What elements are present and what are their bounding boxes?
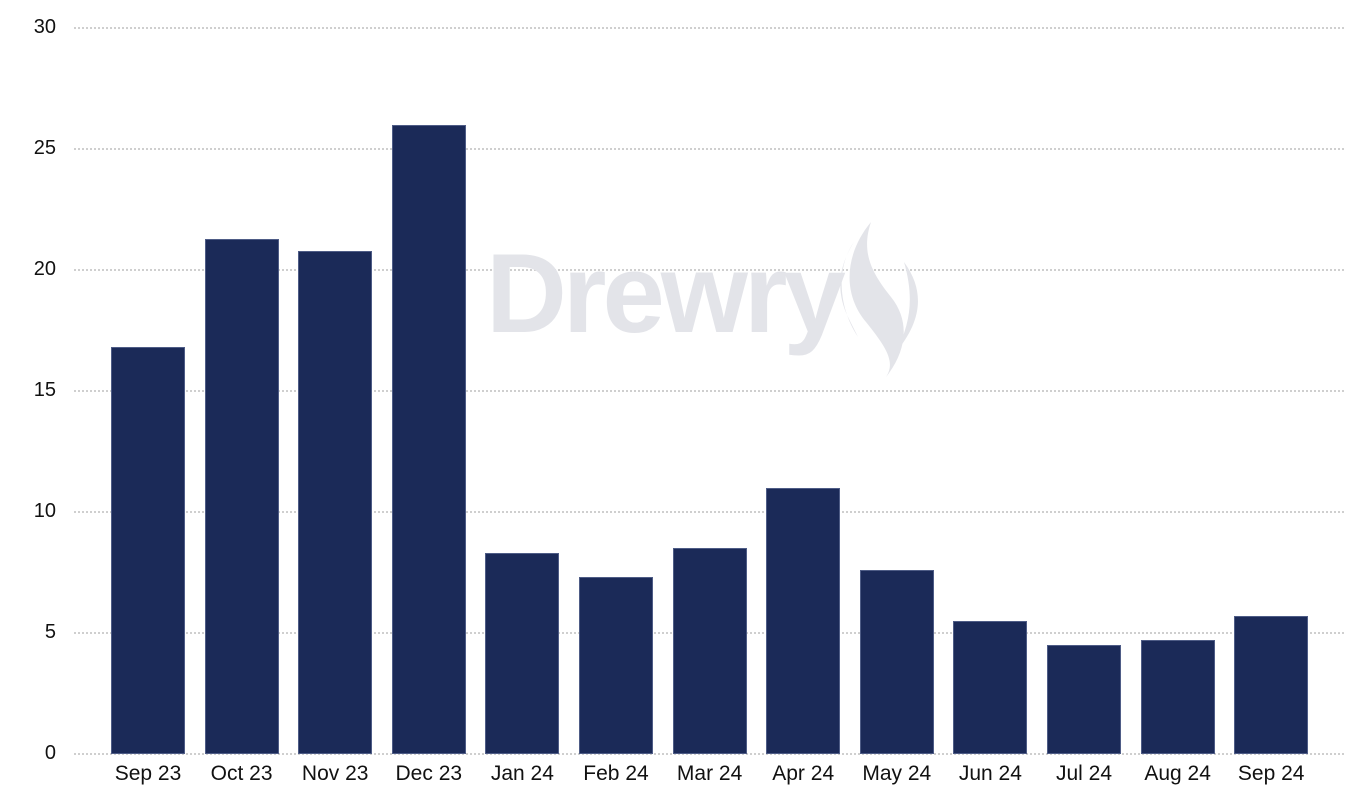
bar[interactable]: [111, 347, 185, 754]
bar[interactable]: [485, 553, 560, 754]
bar[interactable]: [204, 238, 279, 754]
gridline: [74, 148, 1344, 150]
bar[interactable]: [579, 577, 653, 754]
gridline: [74, 269, 1344, 271]
x-tick-label: Feb 24: [583, 762, 649, 785]
bar[interactable]: [298, 250, 373, 754]
x-tick-label: Jul 24: [1055, 762, 1113, 785]
y-tick-label: 30: [33, 16, 56, 38]
x-tick-label: Mar 24: [676, 762, 743, 785]
y-tick-label: 10: [33, 500, 56, 522]
bar[interactable]: [766, 487, 841, 754]
gridline: [74, 511, 1344, 513]
flame-icon: [849, 222, 904, 377]
x-tick-label: Sep 23: [114, 762, 182, 785]
y-tick-label: 20: [33, 258, 56, 280]
bar[interactable]: [1234, 616, 1309, 754]
x-tick-label: Sep 24: [1237, 762, 1305, 785]
x-tick-label: Dec 23: [395, 762, 463, 785]
x-tick-label: Apr 24: [772, 762, 835, 785]
bar[interactable]: [672, 548, 747, 754]
bar[interactable]: [953, 620, 1028, 754]
y-tick-label: 15: [33, 379, 56, 401]
x-tick-label: Jan 24: [490, 762, 554, 785]
bar[interactable]: [1140, 640, 1215, 754]
gridline: [74, 753, 1344, 755]
bar[interactable]: [391, 124, 466, 754]
y-tick-label: 0: [44, 742, 56, 764]
y-tick-label: 5: [44, 621, 56, 643]
gridline: [74, 27, 1344, 29]
x-tick-label: Oct 23: [210, 762, 273, 785]
x-tick-label: Aug 24: [1144, 762, 1211, 785]
x-tick-label: Nov 23: [301, 762, 369, 785]
watermark-text: Drewry: [486, 231, 845, 356]
gridline: [74, 390, 1344, 392]
x-tick-label: Jun 24: [958, 762, 1022, 785]
y-tick-label: 25: [33, 137, 56, 159]
drewry-watermark-logo: Drewry: [486, 222, 918, 377]
bar[interactable]: [859, 570, 934, 754]
bar[interactable]: [1047, 645, 1121, 754]
x-tick-label: May 24: [862, 762, 932, 785]
